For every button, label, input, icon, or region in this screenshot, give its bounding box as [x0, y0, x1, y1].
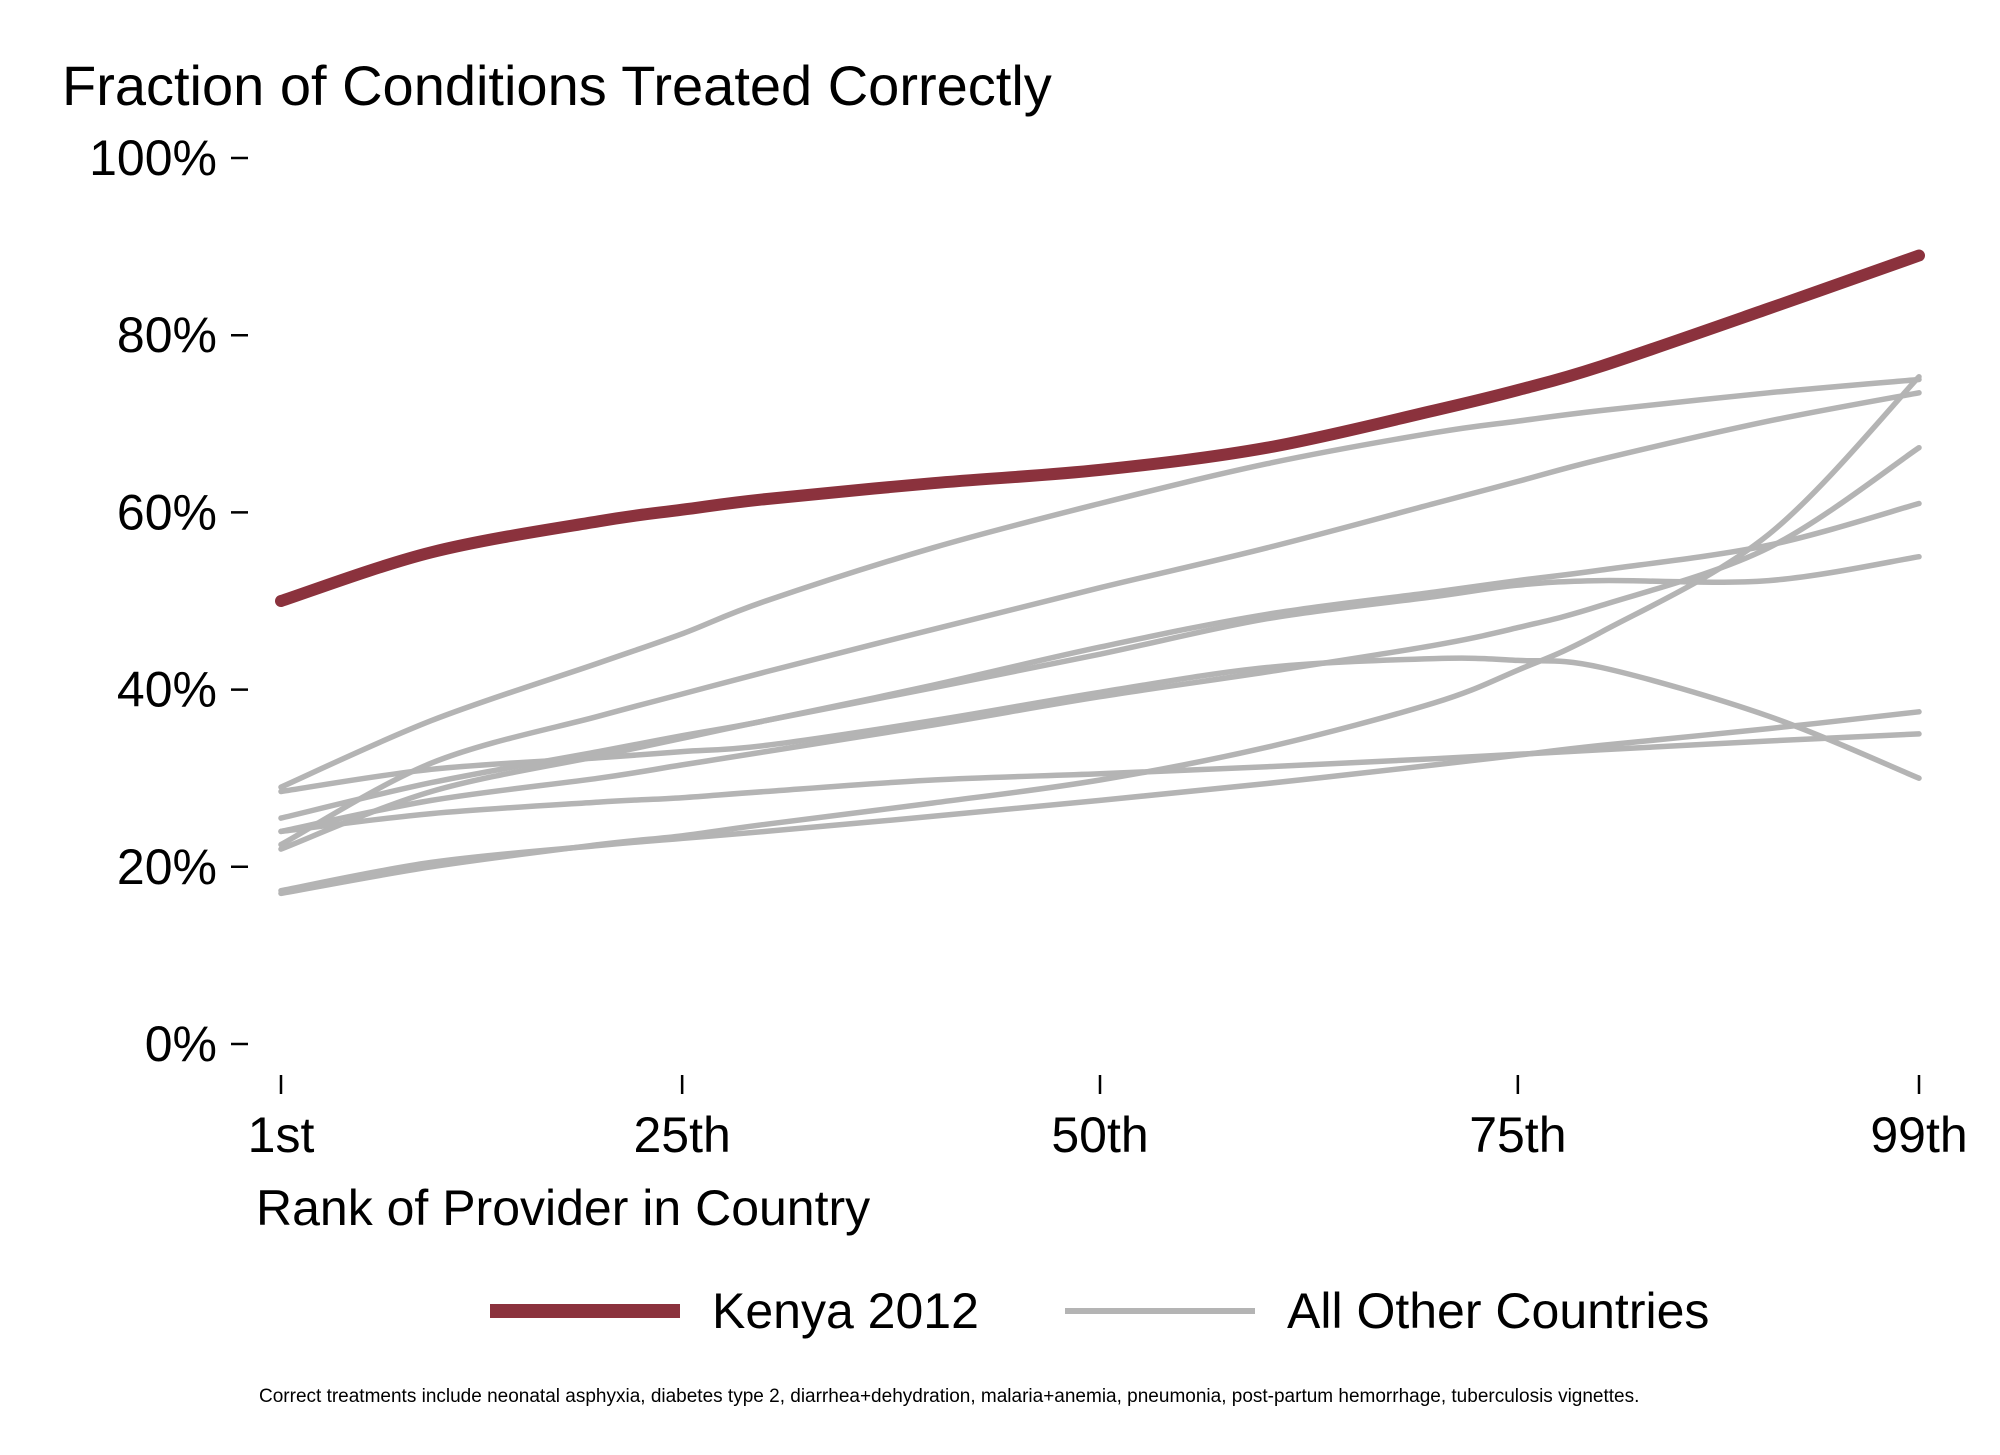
legend: Kenya 2012 All Other Countries [490, 1283, 1709, 1339]
series-layer [275, 249, 1925, 897]
y-axis: 0% 20% 40% 60% 80% 100% [89, 130, 248, 1072]
series-line-kenya-2012 [275, 249, 1925, 607]
x-tick-label: 99th [1870, 1107, 1967, 1163]
footnote: Correct treatments include neonatal asph… [259, 1386, 1639, 1407]
x-tick-label: 25th [633, 1107, 730, 1163]
x-tick-label: 50th [1051, 1107, 1148, 1163]
y-tick-label: 100% [89, 130, 217, 186]
x-tick-label: 1st [248, 1107, 315, 1163]
legend-label-other-countries: All Other Countries [1287, 1283, 1709, 1339]
chart-title: Fraction of Conditions Treated Correctly [62, 54, 1052, 117]
series-line-other-country-5 [278, 444, 1922, 835]
series-line-other-country-8 [278, 731, 1922, 835]
series-line-other-country-7 [278, 374, 1922, 897]
series-line-other-country-1 [278, 376, 1922, 790]
y-tick-label: 0% [145, 1016, 217, 1072]
x-tick-label: 75th [1469, 1107, 1566, 1163]
x-axis-label: Rank of Provider in Country [256, 1180, 870, 1236]
series-line-other-country-3 [278, 500, 1922, 821]
y-tick-label: 80% [117, 307, 217, 363]
series-line-other-country-2 [278, 390, 1922, 848]
series-line-other-country-6 [278, 655, 1922, 795]
legend-label-kenya: Kenya 2012 [712, 1283, 979, 1339]
y-tick-label: 40% [117, 662, 217, 718]
y-tick-label: 20% [117, 839, 217, 895]
x-axis: 1st 25th 50th 75th 99th [248, 1075, 1968, 1163]
series-line-other-country-9 [278, 709, 1922, 894]
y-tick-label: 60% [117, 484, 217, 540]
